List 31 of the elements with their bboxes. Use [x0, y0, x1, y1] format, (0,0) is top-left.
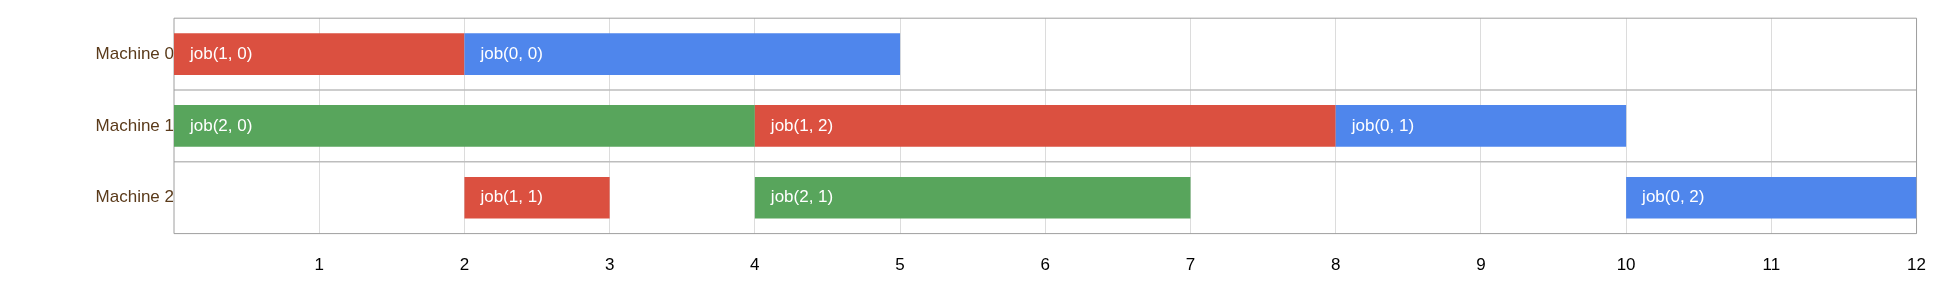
- x-tick-label: 2: [459, 255, 470, 275]
- x-tick-label: 3: [604, 255, 615, 275]
- y-tick-label: Machine 2: [95, 187, 174, 207]
- bar: [174, 33, 465, 75]
- x-tick-label: 12: [1907, 255, 1927, 275]
- bar: [464, 33, 901, 75]
- x-tick-label: 1: [314, 255, 324, 275]
- x-tick-label: 9: [1476, 255, 1486, 275]
- x-tick-label: 10: [1616, 255, 1636, 275]
- x-tick-label: 4: [750, 255, 760, 275]
- bar: [1626, 176, 1917, 219]
- bar: [174, 105, 755, 147]
- x-tick-label: 11: [1762, 255, 1781, 275]
- x-tick-label: 7: [1185, 255, 1196, 275]
- data-label: job(1, 0): [189, 43, 253, 63]
- bar: [1335, 105, 1627, 147]
- bar: [754, 105, 1336, 147]
- y-tick-label: Machine 1: [95, 115, 174, 135]
- data-label: job(0, 2): [1641, 187, 1705, 207]
- y-tick-label: Machine 0: [95, 43, 174, 63]
- bar: [464, 176, 610, 219]
- data-label: job(1, 1): [479, 187, 543, 207]
- data-label: job(0, 0): [479, 43, 543, 63]
- data-label: job(2, 1): [769, 187, 834, 207]
- x-tick-label: 5: [895, 255, 905, 275]
- bar: [754, 176, 1191, 219]
- data-label: job(2, 0): [189, 115, 253, 135]
- data-label: job(1, 2): [769, 115, 834, 135]
- x-tick-label: 8: [1330, 255, 1341, 275]
- x-tick-label: 6: [1040, 255, 1051, 275]
- data-label: job(0, 1): [1350, 115, 1415, 135]
